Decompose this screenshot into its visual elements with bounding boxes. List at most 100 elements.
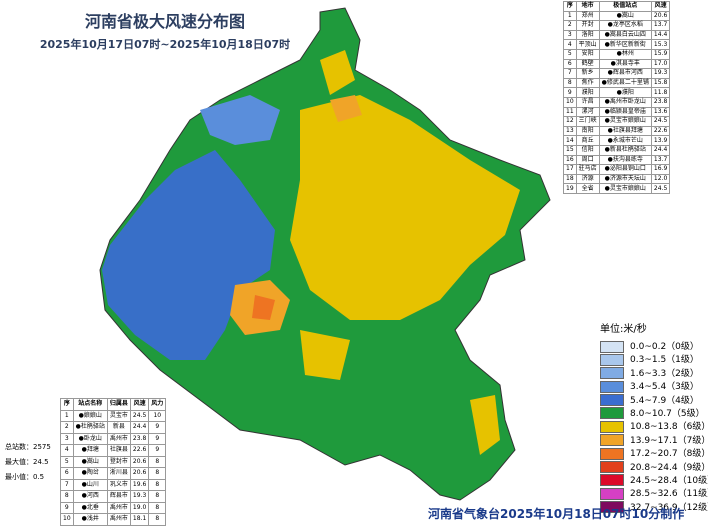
table-cell: ●永城市芒山: [598, 135, 652, 146]
legend-label: 20.8~24.4（9级）: [630, 462, 708, 473]
table-cell: 16: [563, 154, 577, 166]
table-row: 12 三门峡 ●灵宝市娘娘山 24.5: [563, 116, 671, 127]
table-cell: 5: [563, 48, 577, 60]
table-cell: 8: [60, 490, 74, 503]
legend-swatch: [600, 407, 624, 420]
station-table: 序站点名称 归属县 风速 风力 1 ●娘娘山 灵宝市 24.5 10 2 ●杜鹃驿站 新县 24.4 9 3…: [60, 398, 167, 526]
table-cell: 9: [148, 444, 167, 457]
table-cell: 3: [563, 29, 577, 41]
table-row: 19 全省 ●灵宝市娘娘山 24.5: [563, 183, 671, 194]
legend-item: 5.4~7.9（4级）: [600, 393, 708, 407]
legend-swatch: [600, 340, 624, 353]
header-cell: 归属县: [106, 398, 131, 411]
legend-label: 17.2~20.7（8级）: [630, 449, 708, 460]
legend-swatch: [600, 461, 624, 474]
legend-item: 0.3~1.5（1级）: [600, 352, 708, 366]
table-cell: 6: [563, 58, 577, 70]
table-cell: ●新华区新新街: [598, 39, 652, 50]
city-table: 序地市 极值站点 风速 1 郑州 ●嵩山 20.6 2 开封 ●龙亭区水稻 13.7 3 洛阳 ●嵩县白云…: [563, 1, 671, 194]
table-cell: 鹤壁: [575, 58, 600, 70]
legend-swatch: [600, 353, 624, 366]
table-cell: 24.5: [650, 116, 671, 127]
stat-line: 最大值：24.5: [5, 458, 49, 466]
table-cell: 2: [60, 421, 74, 434]
table-row: 5 ●嵩山 登封市 20.6 8: [60, 455, 167, 468]
table-cell: 6: [60, 467, 74, 480]
table-cell: 19.3: [129, 490, 150, 503]
table-row: 15 信阳 ●新县杜鹃驿站 24.4: [563, 144, 671, 156]
table-cell: 14: [563, 135, 577, 146]
table-cell: 许昌: [575, 96, 600, 108]
mid-wind-area: [300, 330, 350, 380]
table-cell: 18: [563, 173, 577, 185]
table-cell: 8: [148, 455, 167, 468]
legend-item: 17.2~20.7（8级）: [600, 446, 708, 460]
legend-swatch: [600, 487, 624, 500]
table-row: 6 鹤壁 ●淇县寺丰 17.0: [563, 58, 671, 70]
table-cell: 商丘: [575, 135, 600, 146]
header-cell: 地市: [575, 1, 600, 12]
legend-label: 5.4~7.9（4级）: [630, 395, 699, 406]
table-cell: 平顶山: [575, 39, 600, 50]
legend-swatch: [600, 380, 624, 393]
table-cell: 24.4: [129, 421, 150, 434]
table-cell: 23.8: [650, 96, 671, 108]
header-row: 序地市 极值站点 风速: [563, 1, 671, 12]
header-cell: 站点名称: [72, 398, 108, 411]
table-cell: 洛阳: [575, 29, 600, 41]
table-cell: ●禹州市卧龙山: [598, 96, 652, 108]
header-row: 序站点名称 归属县 风速 风力: [60, 398, 167, 411]
table-cell: ●浅井: [72, 513, 108, 526]
table-cell: 12: [563, 116, 577, 127]
table-cell: 4: [60, 444, 74, 457]
table-cell: 17.0: [650, 58, 671, 70]
table-cell: 7: [563, 68, 577, 79]
table-cell: 南阳: [575, 125, 600, 137]
table-cell: 1: [60, 409, 74, 422]
table-cell: 19.6: [129, 478, 150, 491]
table-cell: 巩义市: [106, 478, 131, 491]
table-cell: 禹州市: [106, 501, 131, 514]
table-cell: ●濮阳: [598, 87, 652, 98]
table-cell: ●灵宝市娘娘山: [598, 116, 652, 127]
table-row: 2 ●杜鹃驿站 新县 24.4 9: [60, 421, 167, 434]
table-row: 7 ●山川 巩义市 19.6 8: [60, 478, 167, 491]
table-cell: 24.5: [129, 409, 150, 422]
mid-wind-area: [470, 395, 500, 455]
table-cell: 20.6: [129, 467, 150, 480]
legend-label: 10.8~13.8（6级）: [630, 422, 708, 433]
table-cell: 郑州: [575, 10, 600, 22]
map-title: 河南省极大风速分布图: [84, 12, 245, 31]
table-cell: 淅川县: [106, 467, 131, 480]
table-row: 9 濮阳 ●濮阳 11.8: [563, 87, 671, 98]
header-cell: 风速: [650, 1, 671, 12]
table-row: 14 商丘 ●永城市芒山 13.9: [563, 135, 671, 146]
table-cell: 10: [148, 409, 167, 422]
legend-swatch: [600, 501, 624, 514]
table-cell: 济源: [575, 173, 600, 185]
table-cell: 15: [563, 144, 577, 156]
table-cell: 13.9: [650, 135, 671, 146]
table-cell: ●嵩山: [72, 455, 108, 468]
legend-item: 10.8~13.8（6级）: [600, 419, 708, 433]
table-cell: 8: [148, 513, 167, 526]
table-cell: 8: [148, 467, 167, 480]
table-cell: ●卧龙山: [72, 432, 108, 445]
table-cell: 11: [563, 106, 577, 118]
table-row: 5 安阳 ●林州 15.9: [563, 48, 671, 60]
table-cell: 15.8: [650, 77, 671, 89]
table-row: 1 ●娘娘山 灵宝市 24.5 10: [60, 409, 167, 422]
legend-item: 28.5~32.6（11级）: [600, 486, 708, 500]
legend-label: 13.9~17.1（7级）: [630, 435, 708, 446]
table-cell: ●泌阳县铜山口: [598, 164, 652, 175]
table-cell: 7: [60, 478, 74, 491]
table-cell: ●修武县二十里铺: [598, 77, 652, 89]
table-cell: 20.6: [129, 455, 150, 468]
table-cell: 辉县市: [106, 490, 131, 503]
table-cell: 4: [563, 39, 577, 50]
table-cell: 12.0: [650, 173, 671, 185]
legend-item: 24.5~28.4（10级）: [600, 473, 708, 487]
table-cell: 9: [148, 432, 167, 445]
table-cell: ●辉县市河西: [598, 68, 652, 79]
